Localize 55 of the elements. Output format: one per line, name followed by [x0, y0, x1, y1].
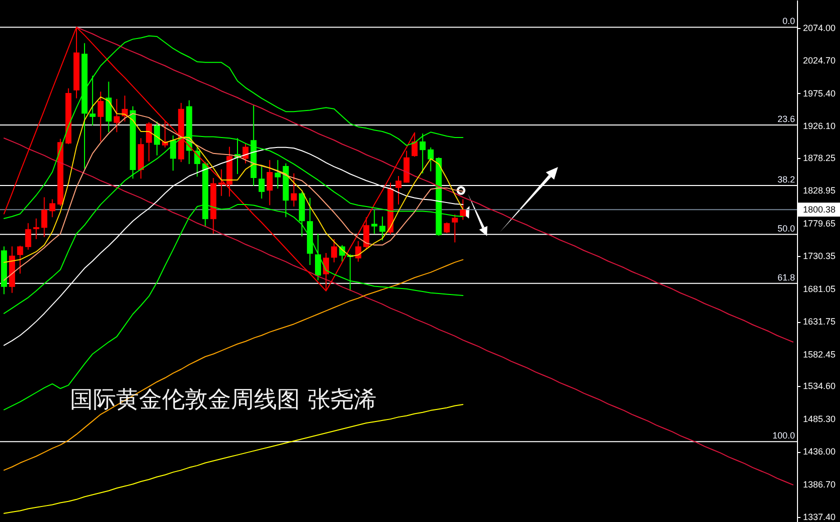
candlestick [154, 121, 160, 156]
candlestick [355, 240, 362, 262]
candlestick [428, 146, 434, 172]
y-tick-label: 1730.35 [803, 251, 836, 262]
y-tick-label: 1534.60 [803, 381, 836, 392]
y-tick-label: 1436.00 [803, 446, 836, 457]
line-series [4, 35, 464, 219]
line-series [4, 259, 464, 471]
candlestick [266, 160, 273, 206]
candlestick [146, 122, 152, 162]
annotation: 23.6 [777, 114, 795, 124]
candlestick [114, 98, 120, 133]
candlestick [420, 132, 426, 174]
y-tick-label: 1800.38 [803, 204, 836, 215]
y-tick-label: 1828.95 [803, 186, 836, 196]
candlestick [218, 168, 224, 196]
candlestick [314, 233, 321, 281]
candlestick [17, 245, 24, 274]
candlestick [258, 166, 265, 200]
y-tick-label: 1926.10 [803, 121, 836, 132]
annotation: 61.8 [777, 272, 795, 282]
y-tick-label: 1631.75 [803, 316, 836, 327]
annotation: 38.2 [777, 174, 795, 185]
candlestick [363, 216, 370, 250]
candlestick [452, 214, 458, 243]
candlestick [33, 218, 40, 240]
y-tick-label: 1386.70 [803, 479, 836, 490]
candlestick [290, 172, 297, 208]
y-tick-label: 1681.05 [803, 284, 836, 294]
line-series [4, 138, 794, 486]
candlestick [371, 209, 378, 234]
candlestick [460, 198, 466, 220]
candlestick [106, 81, 112, 133]
candlestick [25, 222, 32, 250]
y-tick-label: 1485.30 [803, 414, 836, 424]
candlestick [444, 222, 450, 234]
y-tick-label: 2024.70 [803, 56, 836, 66]
y-tick-label: 1779.65 [803, 218, 836, 228]
y-tick-label: 1878.25 [803, 152, 836, 163]
candlestick [274, 160, 281, 190]
candlestick [41, 196, 48, 238]
y-tick-label: 2074.00 [803, 22, 836, 33]
candlestick [396, 175, 402, 206]
candlestick [98, 91, 104, 142]
annotation: 0.0 [782, 16, 795, 26]
y-tick-label: 1975.40 [803, 88, 836, 98]
candlestick [49, 198, 56, 218]
candlestick [379, 216, 386, 241]
y-tick-label: 1582.45 [803, 349, 836, 360]
y-tick-label: 1337.40 [803, 512, 836, 522]
annotation: 100.0 [772, 430, 795, 441]
line-series [76, 26, 794, 343]
candlestick [90, 75, 96, 126]
annotation: 50.0 [777, 223, 795, 234]
candlestick [331, 238, 338, 263]
